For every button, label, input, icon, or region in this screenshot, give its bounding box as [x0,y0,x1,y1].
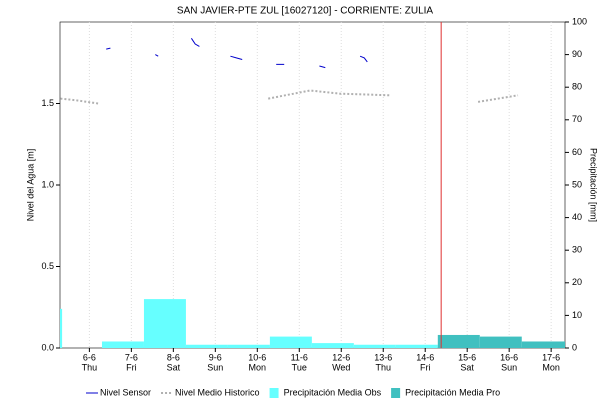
x-tick-label: 12-6 [332,352,350,362]
x-tick-day: Sat [167,362,181,372]
y2-tick-label: 50 [572,179,582,189]
precip-bar [227,344,270,348]
x-tick-label: 7-6 [125,352,138,362]
y2-tick-label: 0 [572,342,577,352]
y2-tick-label: 20 [572,277,582,287]
x-tick-label: 8-6 [167,352,180,362]
precip-bar [60,308,63,348]
y2-tick-label: 80 [572,82,582,92]
x-tick-label: 13-6 [374,352,392,362]
y2-tick-label: 10 [572,310,582,320]
x-tick-day: Thu [375,362,391,372]
precip-bar [101,341,144,348]
x-tick-label: 16-6 [500,352,518,362]
x-tick-label: 11-6 [291,352,308,362]
x-tick-day: Thu [82,362,98,372]
y2-tick-label: 100 [572,16,587,26]
x-tick-day: Sat [460,362,474,372]
y2-tick-label: 60 [572,147,582,157]
x-tick-label: 9-6 [209,352,222,362]
x-tick-day: Fri [126,362,137,372]
x-tick-label: 10-6 [248,352,266,362]
legend-swatch [269,388,279,398]
legend-swatch [391,388,401,398]
legend-label: Nivel Medio Historico [175,387,260,397]
x-tick-day: Fri [420,362,431,372]
x-tick-day: Tue [292,362,307,372]
x-tick-label: 6-6 [83,352,96,362]
chart-title: SAN JAVIER-PTE ZUL [16027120] - CORRIENT… [177,6,434,17]
y2-tick-label: 40 [572,212,582,222]
x-tick-day: Wed [332,362,350,372]
legend-label: Precipitación Media Pro [405,387,500,397]
precip-bar [353,344,396,348]
y-tick-label: 0.5 [41,261,54,271]
y-axis-title: Nivel del Agua [m] [25,149,35,222]
y-tick-label: 1.5 [41,98,54,108]
precip-bar [437,334,480,348]
x-tick-label: 17-6 [542,352,560,362]
y-tick-label: 0.0 [41,342,54,352]
precip-bar [311,343,354,348]
x-tick-day: Sun [207,362,223,372]
precip-bar [185,344,228,348]
precip-bar [269,336,312,348]
y-tick-label: 1.0 [41,179,54,189]
historic-line [60,89,519,105]
x-tick-day: Mon [249,362,267,372]
precip-bar [143,299,186,348]
y2-tick-label: 30 [572,245,582,255]
legend-label: Precipitación Media Obs [284,387,382,397]
x-tick-label: 15-6 [458,352,476,362]
x-tick-label: 14-6 [416,352,434,362]
y2-axis-title: Precipitación [mm] [589,148,599,222]
precip-bar [479,336,522,348]
y2-tick-label: 70 [572,114,582,124]
y2-tick-label: 90 [572,49,582,59]
precip-bar [521,341,565,348]
plot-area [59,21,566,349]
sensor-line [106,38,368,69]
x-tick-day: Sun [501,362,517,372]
x-tick-day: Mon [542,362,560,372]
legend-label: Nivel Sensor [100,387,151,397]
precip-bar [395,344,438,348]
